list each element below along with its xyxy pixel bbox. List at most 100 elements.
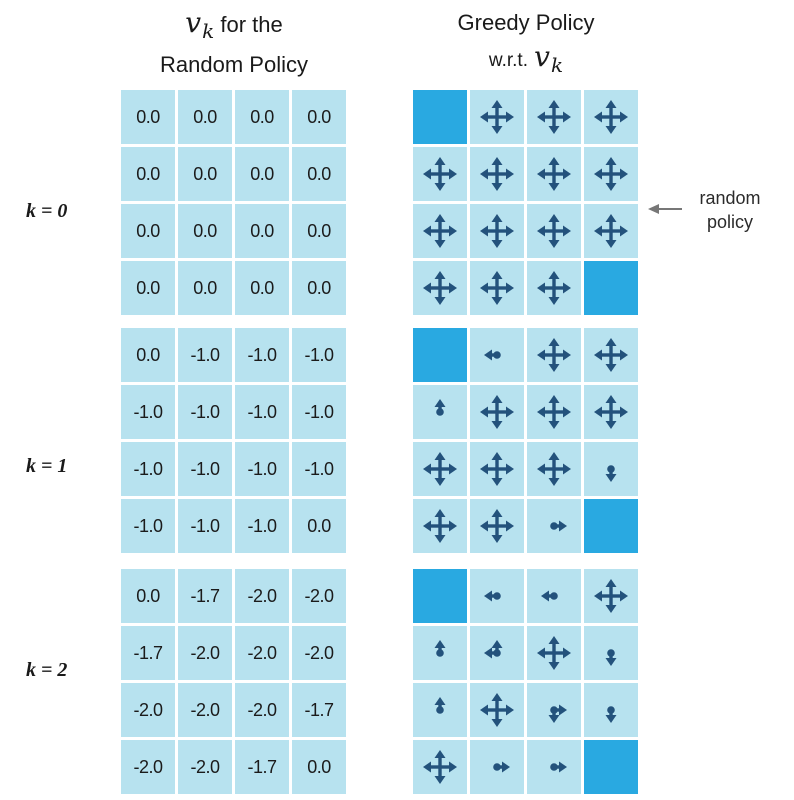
value-grid-0: 0.0 0.0 0.0 0.0 0.0 0.0 0.0 0.0 0.0 0.0 0.0 0.0 0.0 0… <box>121 90 346 315</box>
terminal-cell <box>584 740 638 794</box>
policy-cell <box>470 90 524 144</box>
arrow-down <box>434 231 446 248</box>
arrow-left <box>480 225 497 237</box>
policy-grid-1 <box>413 328 638 553</box>
arrow-down <box>491 288 503 305</box>
arrow-right <box>440 520 457 532</box>
arrow-right <box>497 520 514 532</box>
arrow-left <box>480 282 497 294</box>
arrow-up <box>548 271 560 288</box>
value-cell: -1.0 <box>292 385 346 439</box>
value-cell: 0.0 <box>235 90 289 144</box>
policy-arrow-icon <box>594 100 628 134</box>
policy-cell <box>413 385 467 439</box>
arrow-left <box>594 406 611 418</box>
arrow-down <box>491 412 503 429</box>
arrow-up <box>434 157 446 174</box>
policy-arrow-icon <box>480 693 514 727</box>
value-cell: -2.0 <box>121 683 175 737</box>
policy-cell <box>527 442 581 496</box>
policy-arrow-icon <box>484 640 503 659</box>
policy-cell <box>470 328 524 382</box>
arrow-left <box>480 520 497 532</box>
policy-arrow-icon <box>537 157 571 191</box>
value-header-line2: Random Policy <box>160 52 308 77</box>
value-cell: -2.0 <box>178 683 232 737</box>
arrow-up <box>548 636 560 653</box>
policy-arrow-icon <box>484 349 501 361</box>
terminal-cell <box>413 328 467 382</box>
policy-arrow-icon <box>434 640 446 657</box>
value-cell: -2.0 <box>292 569 346 623</box>
arrow-down <box>605 596 617 613</box>
value-cell: 0.0 <box>178 204 232 258</box>
value-cell: -1.0 <box>292 442 346 496</box>
value-cell: -1.0 <box>178 442 232 496</box>
arrow-left <box>480 704 497 716</box>
value-cell: 0.0 <box>235 261 289 315</box>
policy-cell <box>413 626 467 680</box>
arrow-down <box>491 469 503 486</box>
arrow-down <box>491 231 503 248</box>
terminal-cell <box>584 499 638 553</box>
policy-arrow-icon <box>480 452 514 486</box>
arrow-down <box>434 288 446 305</box>
policy-arrow-icon <box>537 636 571 670</box>
arrow-left <box>537 225 554 237</box>
random-policy-annotation: random policy <box>648 186 778 238</box>
value-cell: 0.0 <box>121 569 175 623</box>
arrow-right <box>554 406 571 418</box>
arrow-right <box>497 406 514 418</box>
value-cell: 0.0 <box>121 90 175 144</box>
arrow-right <box>497 282 514 294</box>
arrow-right <box>497 168 514 180</box>
policy-cell <box>584 90 638 144</box>
arrow-down <box>491 710 503 727</box>
arrow-down <box>605 412 617 429</box>
policy-arrow-icon <box>423 157 457 191</box>
arrow-up <box>605 100 617 117</box>
value-cell: 0.0 <box>121 147 175 201</box>
arrow-left <box>594 168 611 180</box>
arrow-down <box>605 231 617 248</box>
arrow-down <box>548 653 560 670</box>
arrow-right <box>611 590 628 602</box>
policy-cell <box>527 147 581 201</box>
value-cell: -1.0 <box>178 328 232 382</box>
policy-arrow-icon <box>480 509 514 543</box>
arrow-up <box>605 214 617 231</box>
vk-symbol-right: vk <box>534 40 564 77</box>
arrow-left <box>480 168 497 180</box>
policy-cell <box>527 499 581 553</box>
arrow-up <box>605 338 617 355</box>
terminal-cell <box>413 90 467 144</box>
arrow-down <box>491 174 503 191</box>
value-cell: -1.0 <box>235 385 289 439</box>
policy-cell <box>413 147 467 201</box>
arrow-up <box>491 395 503 412</box>
arrow-down <box>548 469 560 486</box>
value-cell: 0.0 <box>235 204 289 258</box>
policy-header-line1: Greedy Policy <box>457 10 595 35</box>
arrow-up <box>548 157 560 174</box>
policy-cell <box>470 147 524 201</box>
value-cell: -1.7 <box>292 683 346 737</box>
arrow-up <box>491 157 503 174</box>
arrow-down <box>434 526 446 543</box>
value-cell: 0.0 <box>121 328 175 382</box>
policy-cell <box>527 261 581 315</box>
value-cell: -2.0 <box>235 569 289 623</box>
policy-cell <box>470 499 524 553</box>
policy-arrow-icon <box>594 395 628 429</box>
arrow-down <box>548 117 560 134</box>
arrow-up <box>491 271 503 288</box>
policy-cell <box>527 683 581 737</box>
policy-arrow-icon <box>423 271 457 305</box>
policy-cell <box>527 328 581 382</box>
arrow-left <box>537 349 554 361</box>
k-label-2: k = 2 <box>26 659 68 681</box>
policy-grid-0 <box>413 90 638 315</box>
arrow-left <box>423 463 440 475</box>
policy-cell <box>584 569 638 623</box>
policy-arrow-icon <box>537 100 571 134</box>
